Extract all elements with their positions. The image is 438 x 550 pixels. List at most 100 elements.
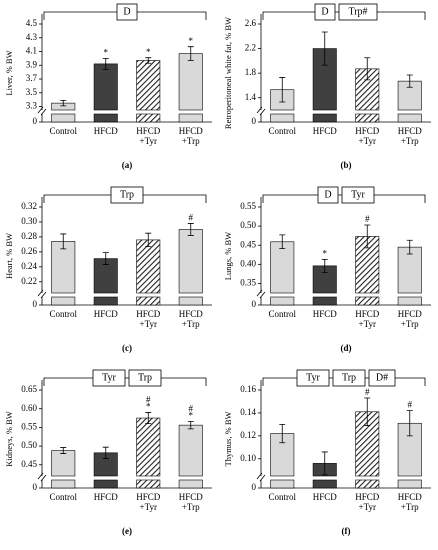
bar	[136, 417, 161, 477]
x-tick-label: HFCD	[94, 309, 119, 319]
x-tick-label: Control	[49, 492, 77, 502]
bar	[136, 239, 161, 294]
y-tick-label: 0.14	[240, 407, 256, 417]
bar	[178, 53, 203, 111]
panel-label: (c)	[122, 343, 132, 353]
bar-base	[397, 113, 422, 123]
x-tick-label-line: +Tyr	[359, 136, 376, 146]
bar-base	[51, 113, 76, 123]
y-tick-label: 0.40	[240, 258, 256, 268]
x-tick-label-line: +Tyr	[140, 502, 157, 512]
y-tick-label: 0.16	[240, 384, 256, 394]
group-box	[92, 369, 126, 387]
group-label: Tyr	[306, 372, 320, 383]
x-tick-label-line: Control	[268, 309, 296, 319]
error-bar	[145, 232, 152, 248]
bar-base	[93, 296, 118, 306]
y-tick-label: 1.4	[245, 92, 257, 102]
x-tick-label: HFCD +Tyr	[136, 126, 161, 146]
x-tick-label: HFCD	[313, 126, 338, 136]
x-tick-label-line: +Trp	[401, 136, 419, 146]
group-box	[332, 369, 366, 387]
y-axis-label: Liver, % BW	[4, 50, 14, 95]
y-tick-label: 0.55	[21, 421, 37, 431]
panel: 0 0.45 0.50 0.55 0.60 0.65 Kidneys, % BW Contro…	[4, 369, 212, 536]
bar-base	[312, 479, 337, 489]
x-tick-label-line: HFCD	[94, 126, 119, 136]
x-tick-label-line: +Tyr	[359, 502, 376, 512]
panel: 0 0.10 0.12 0.14 0.16 Thymus, % BW Control HFCD…	[223, 369, 431, 536]
group-box	[317, 186, 339, 204]
group-label: Trp	[342, 372, 356, 383]
y-tick-label: 0	[252, 299, 257, 309]
x-tick-label-line: HFCD	[136, 126, 161, 136]
x-tick-label: HFCD +Trp	[179, 126, 204, 146]
error-bar	[187, 46, 194, 61]
bar-base	[270, 296, 295, 306]
panel-label: (b)	[341, 160, 352, 170]
x-tick-label-line: HFCD	[94, 309, 119, 319]
group-label: Tyr	[102, 372, 116, 383]
bar-base	[355, 479, 380, 489]
bar-base	[355, 113, 380, 123]
x-tick-label-line: HFCD	[398, 492, 423, 502]
significance-marker: *	[189, 36, 194, 46]
significance-marker: *	[323, 248, 328, 258]
y-tick-label: 0	[252, 482, 257, 492]
y-tick-label: 0	[252, 116, 257, 126]
error-bar	[60, 233, 67, 250]
x-tick-label: HFCD +Trp	[398, 126, 423, 146]
group-label: D	[324, 189, 331, 200]
x-tick-label: HFCD +Tyr	[355, 492, 380, 512]
group-box	[341, 186, 375, 204]
error-bar	[406, 239, 413, 255]
x-tick-label: HFCD +Trp	[398, 309, 423, 329]
panel: 0 1.4 1.8 2.2 2.6 Retroperitoneal white fat, …	[223, 3, 431, 170]
error-bar	[364, 397, 371, 426]
group-box	[296, 369, 330, 387]
x-tick-label: Control	[268, 492, 296, 502]
bar	[270, 241, 295, 294]
bar-base	[355, 296, 380, 306]
x-tick-label-line: HFCD	[94, 492, 119, 502]
significance-marker: *	[146, 401, 151, 411]
significance-marker: #	[365, 214, 370, 224]
significance-marker: #	[189, 403, 194, 413]
x-tick-label-line: +Trp	[401, 502, 419, 512]
panel-label: (f)	[342, 526, 351, 536]
bar-base	[93, 113, 118, 123]
panel: 0 3.3 3.5 3.7 3.9 4.1 4.3 4.5 Liver, % BW Control…	[4, 3, 212, 170]
y-tick-label: 0.22	[21, 276, 37, 286]
x-tick-label-line: HFCD	[398, 126, 423, 136]
x-tick-label-line: Control	[49, 126, 77, 136]
x-tick-label-line: +Trp	[182, 502, 200, 512]
y-tick-label: 1.8	[245, 67, 257, 77]
error-bar	[145, 412, 152, 425]
group-label: Trp#	[348, 6, 367, 17]
x-tick-label-line: +Tyr	[140, 319, 157, 329]
significance-marker: #	[408, 400, 413, 410]
x-tick-label: HFCD +Trp	[179, 492, 204, 512]
y-tick-label: 3.7	[26, 73, 38, 83]
bar-base	[136, 113, 161, 123]
bar-base	[312, 113, 337, 123]
error-bar	[279, 77, 286, 103]
error-bar	[364, 224, 371, 249]
x-tick-label-line: HFCD	[355, 126, 380, 136]
bar-base	[51, 296, 76, 306]
significance-marker: *	[189, 410, 194, 420]
bar-base	[397, 296, 422, 306]
x-tick-label: HFCD	[313, 492, 338, 502]
y-tick-label: 0.26	[21, 246, 37, 256]
y-tick-label: 3.9	[26, 59, 38, 69]
error-bar	[187, 421, 194, 430]
group-box	[338, 3, 378, 21]
y-tick-label: 0.32	[21, 201, 37, 211]
error-bar	[60, 99, 67, 107]
group-box	[116, 3, 138, 21]
y-tick-label: 0.30	[21, 216, 37, 226]
significance-marker: #	[365, 387, 370, 397]
bar-base	[270, 479, 295, 489]
axis-break	[37, 106, 47, 116]
bar	[93, 63, 118, 111]
